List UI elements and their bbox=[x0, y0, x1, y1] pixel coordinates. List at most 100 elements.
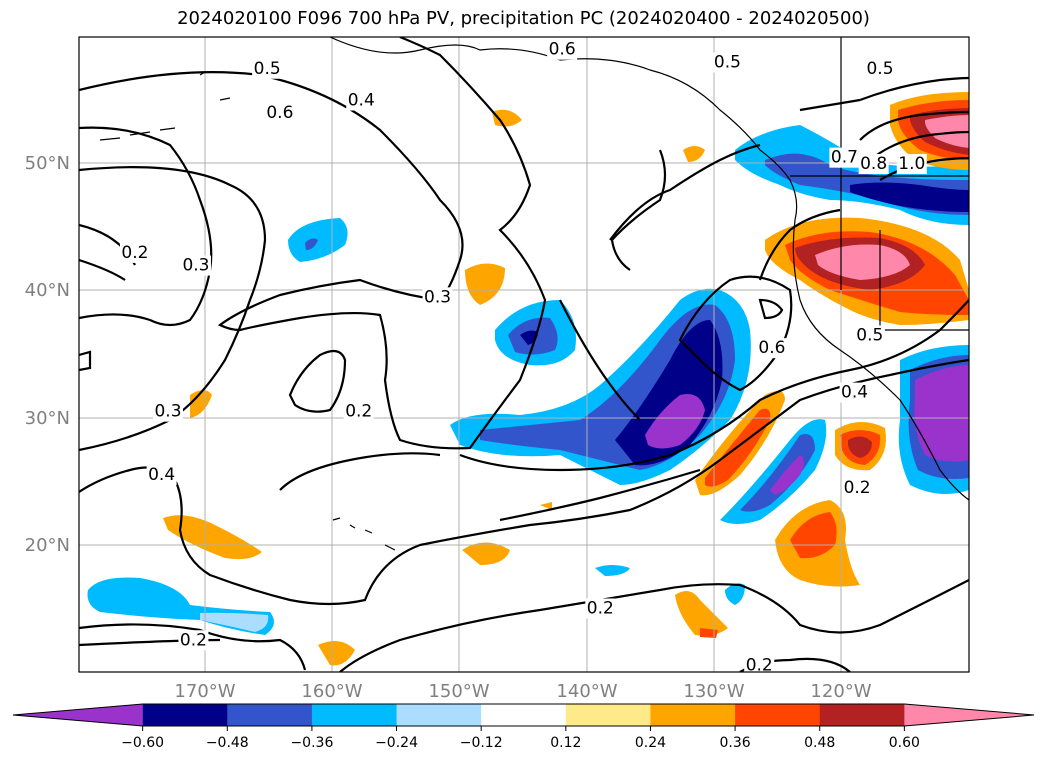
contour-label: 0.2 bbox=[746, 656, 773, 676]
contour-label-background bbox=[119, 242, 150, 263]
contour-label: 0.8 bbox=[860, 154, 887, 174]
precip-region bbox=[815, 244, 910, 280]
map-frame bbox=[78, 36, 970, 673]
contour-label-background bbox=[865, 58, 895, 79]
colorbar-tick-label: −0.48 bbox=[206, 735, 249, 751]
contour-label: 0.2 bbox=[180, 630, 207, 650]
precip-region bbox=[790, 512, 837, 559]
precip-region bbox=[465, 263, 505, 305]
contour-label: 0.4 bbox=[841, 383, 868, 403]
precip-region bbox=[770, 455, 804, 495]
lon-label: 120°W bbox=[810, 681, 871, 702]
precip-shading bbox=[87, 92, 969, 666]
colorbar-segment bbox=[13, 704, 143, 726]
lon-label: 130°W bbox=[683, 681, 744, 702]
contour-label-background bbox=[756, 338, 787, 359]
precip-region bbox=[305, 238, 318, 250]
precip-region bbox=[462, 542, 510, 565]
contour-label: 0.4 bbox=[148, 465, 175, 485]
contour-label-background bbox=[180, 255, 211, 276]
colorbar-segment bbox=[565, 704, 651, 726]
precip-region bbox=[595, 565, 630, 576]
contour-label-background bbox=[252, 58, 283, 79]
precip-region bbox=[925, 115, 969, 148]
precip-region bbox=[163, 515, 262, 560]
contour-label-background bbox=[346, 90, 377, 111]
contour-label-background bbox=[896, 154, 927, 174]
precip-region bbox=[200, 612, 269, 632]
colorbar: −0.60 −0.48 −0.36 −0.24 −0.12 0.12 0.24 0.36 0.4… bbox=[12, 703, 1035, 751]
colorbar-segment bbox=[650, 704, 736, 726]
lat-axis-labels: 50°N 40°N 30°N 20°N bbox=[25, 153, 70, 556]
lon-axis-labels: 170°W 160°W 150°W 140°W 130°W 120°W bbox=[174, 681, 871, 702]
colorbar-segment bbox=[311, 704, 398, 726]
contour-label-background bbox=[422, 287, 453, 308]
lat-label: 20°N bbox=[25, 535, 70, 556]
colorbar-tick-label: 0.36 bbox=[720, 735, 751, 751]
colorbar-segment bbox=[735, 704, 821, 726]
gridlines bbox=[79, 37, 969, 672]
precip-region bbox=[740, 434, 815, 512]
contour-label-background bbox=[839, 382, 870, 403]
contour-label-background bbox=[858, 154, 889, 174]
contour-label-background bbox=[842, 477, 873, 498]
contour-label: 0.2 bbox=[844, 478, 871, 498]
contour-label: 0.2 bbox=[587, 599, 614, 619]
contour-label-background bbox=[712, 52, 743, 73]
contour-label: 0.2 bbox=[121, 243, 148, 263]
colorbar-segment bbox=[142, 704, 228, 726]
precip-region bbox=[850, 182, 969, 212]
contour-label: 0.5 bbox=[866, 59, 893, 79]
contour-label: 0.6 bbox=[758, 338, 785, 358]
contour-label: 0.6 bbox=[549, 40, 576, 60]
colorbar-tick-label: −0.12 bbox=[460, 735, 503, 751]
contour-label: 0.2 bbox=[345, 402, 372, 422]
precip-region bbox=[318, 641, 355, 666]
lon-label: 160°W bbox=[301, 681, 362, 702]
colorbar-tick-label: 0.12 bbox=[550, 735, 581, 751]
lat-label: 40°N bbox=[25, 280, 70, 301]
plot-title: 2024020100 F096 700 hPa PV, precipitatio… bbox=[177, 8, 870, 29]
contour-label-background bbox=[585, 598, 616, 619]
contour-label: 0.5 bbox=[254, 59, 281, 79]
contour-label: 0.7 bbox=[831, 148, 858, 168]
colorbar-tick-label: 0.60 bbox=[889, 735, 920, 751]
colorbar-segment bbox=[481, 704, 567, 726]
contour-label-background bbox=[854, 325, 885, 346]
colorbar-segment bbox=[396, 704, 482, 726]
contour-label: 0.3 bbox=[154, 402, 181, 422]
lat-label: 50°N bbox=[25, 153, 70, 174]
coastlines bbox=[99, 37, 969, 551]
contour-label: 0.3 bbox=[182, 256, 209, 276]
contour-label: 0.6 bbox=[266, 103, 293, 123]
colorbar-tick-label: 0.24 bbox=[635, 735, 666, 751]
precip-region bbox=[675, 591, 728, 636]
precip-region bbox=[645, 394, 705, 449]
contour-label-background bbox=[744, 655, 775, 672]
contour-label: 0.4 bbox=[348, 91, 375, 111]
precip-region bbox=[492, 109, 522, 127]
precip-region bbox=[725, 583, 745, 605]
precip-region bbox=[683, 146, 705, 162]
contour-label: 0.5 bbox=[856, 325, 883, 345]
pv-contours bbox=[79, 37, 969, 672]
precip-region bbox=[848, 436, 872, 458]
contour-label-background bbox=[547, 39, 578, 60]
contour-label: 0.5 bbox=[714, 52, 741, 72]
precip-region bbox=[540, 502, 552, 510]
contour-label-background bbox=[178, 630, 209, 651]
colorbar-segment bbox=[904, 704, 1034, 726]
contour-labels: 0.6 0.5 0.4 0.6 0.5 0.5 0.7 0.8 1.0 0.2 0.3 0.3 0.6 0… bbox=[119, 39, 927, 676]
lon-label: 140°W bbox=[556, 681, 617, 702]
lat-label: 30°N bbox=[25, 408, 70, 429]
contour-label: 1.0 bbox=[898, 154, 925, 174]
colorbar-tick-label: −0.24 bbox=[375, 735, 418, 751]
colorbar-segment bbox=[819, 704, 905, 726]
precip-region bbox=[914, 365, 969, 462]
contour-label-background bbox=[146, 465, 177, 486]
colorbar-tick-label: 0.48 bbox=[804, 735, 835, 751]
contour-label-background bbox=[264, 103, 295, 124]
contour-label: 0.3 bbox=[424, 287, 451, 307]
colorbar-tick-label: −0.36 bbox=[290, 735, 333, 751]
